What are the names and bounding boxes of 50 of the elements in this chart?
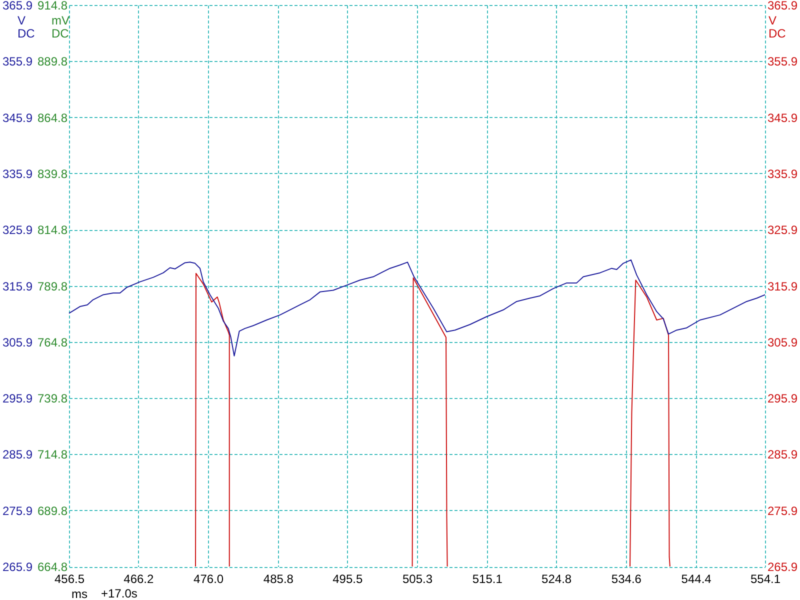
y-tick-label: 325.9 <box>2 223 33 238</box>
x-tick-label: 515.1 <box>472 572 503 586</box>
y2-axis-title: V DC <box>768 14 786 40</box>
x-axis-title: ms <box>72 587 88 600</box>
x-tick-label: 466.2 <box>124 572 154 586</box>
x-tick-label: 456.5 <box>54 572 85 586</box>
line-series <box>68 259 766 356</box>
y2-tick-label: 325.9 <box>768 223 798 238</box>
y2-tick-label: 335.9 <box>768 166 798 181</box>
y3-tick-label: 914.8 <box>37 0 68 12</box>
x-tick-label: 554.1 <box>750 572 781 586</box>
y2-tick-label: 285.9 <box>768 448 798 462</box>
y-tick-label: 265.9 <box>2 560 33 574</box>
x-tick-label: 524.8 <box>542 572 572 586</box>
y2-tick-label: 265.9 <box>768 560 798 574</box>
text: +17.0s <box>101 586 138 600</box>
y-tick-label: 275.9 <box>2 504 33 518</box>
y-axis-title: V DC <box>18 14 36 40</box>
y3-tick-label: 839.8 <box>37 166 68 181</box>
y2-tick-label: 305.9 <box>768 335 798 350</box>
y3-tick-label: 889.8 <box>37 54 68 69</box>
x-tick-label: 485.8 <box>263 572 294 586</box>
y2-tick-label: 295.9 <box>768 392 798 406</box>
y3-tick-label: 689.8 <box>37 504 68 518</box>
y3-tick-label: 739.8 <box>37 392 68 406</box>
y2-tick-label: 345.9 <box>768 110 798 125</box>
y-tick-label: 365.9 <box>2 0 33 12</box>
y3-tick-label: 814.8 <box>37 223 68 238</box>
x-tick-label: 495.5 <box>332 572 363 586</box>
y3-tick-label: 714.8 <box>37 448 68 462</box>
y-tick-label: 285.9 <box>2 448 33 462</box>
y2-tick-label: 275.9 <box>768 504 798 518</box>
y-tick-label: 295.9 <box>2 392 33 406</box>
y-tick-label: 355.9 <box>2 54 33 69</box>
y2-tick-label: 365.9 <box>768 0 798 12</box>
y3-axis-title: mV DC <box>52 14 70 40</box>
x-tick-label: 505.3 <box>402 572 433 586</box>
y3-tick-label: 864.8 <box>37 110 68 125</box>
y3-tick-label: 764.8 <box>37 335 68 350</box>
y2-tick-label: 315.9 <box>768 279 798 294</box>
y-tick-label: 345.9 <box>2 110 33 125</box>
x-tick-label: 544.4 <box>681 572 712 586</box>
y2-tick-label: 355.9 <box>768 54 798 69</box>
y3-tick-label: 789.8 <box>37 279 68 294</box>
x-tick-label: 534.6 <box>611 572 642 586</box>
x-tick-label: 476.0 <box>194 572 224 586</box>
y-tick-label: 305.9 <box>2 335 33 350</box>
y3-tick-label: 664.8 <box>37 560 68 574</box>
y-tick-label: 315.9 <box>2 279 33 294</box>
y-tick-label: 335.9 <box>2 166 33 181</box>
